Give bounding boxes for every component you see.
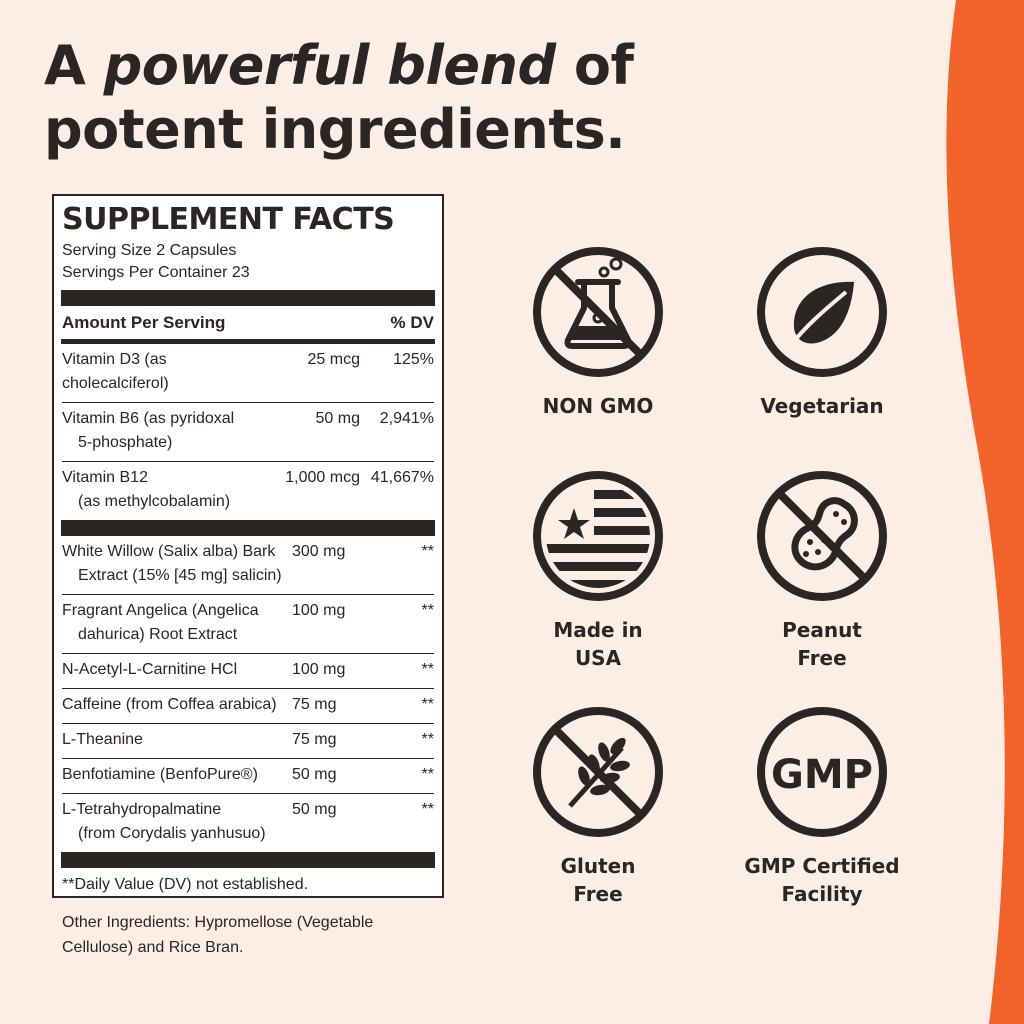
ingredient-amount: 50 mg [292, 801, 337, 818]
leaf-icon [757, 247, 887, 377]
ingredient-name-sub: Extract (15% [45 mg] salicin) [78, 567, 282, 584]
ingredient-name-sub: (from Corydalis yanhusuo) [78, 825, 266, 842]
badge-vegetarian: Vegetarian [722, 246, 922, 420]
facts-row: L-Tetrahydropalmatine (from Corydalis yan… [62, 794, 434, 852]
ingredient-amount: 300 mg [292, 543, 346, 560]
ingredient-name: L-Tetrahydropalmatine (from Corydalis yan… [62, 798, 292, 846]
other-ingredients: Other Ingredients: Hypromellose (Vegetab… [62, 914, 374, 956]
badge-label-line2: Free [797, 646, 847, 670]
badge-label-line2: Facility [781, 882, 863, 906]
ingredient-dv: ** [421, 543, 434, 560]
ingredient-dv: ** [421, 731, 434, 748]
badge-label: Peanut [782, 618, 862, 642]
facts-row: Fragrant Angelica (Angelica dahurica) Roo… [62, 595, 434, 654]
nutrient-dv: 41,667% [370, 469, 434, 486]
ingredient-name-sub: dahurica) Root Extract [78, 626, 238, 643]
dv-footnote: **Daily Value (DV) not established. [62, 876, 309, 893]
badge-made-in-usa: Made in USA [498, 470, 698, 672]
facts-header-row: Amount Per Serving % DV [62, 306, 434, 339]
headline-suffix: of [555, 34, 634, 97]
ingredient-name: White Willow (Salix alba) Bark Extract (1… [62, 540, 292, 588]
ingredient-name-text: L-Tetrahydropalmatine [62, 801, 222, 818]
badge-label: Gluten [560, 854, 636, 878]
section-divider [61, 852, 435, 868]
ingredient-amount: 100 mg [292, 602, 346, 619]
dv-header: % DV [390, 313, 434, 332]
facts-row: Benfotiamine (BenfoPure®) 50 mg ** [62, 759, 434, 794]
headline-line2: potent ingredients. [44, 98, 626, 161]
nutrient-dv: 2,941% [379, 410, 434, 427]
amount-header: Amount Per Serving [62, 313, 226, 332]
nutrient-name-text: Vitamin D3 (as cholecalciferol) [62, 351, 169, 392]
facts-title: SUPPLEMENT FACTS [62, 202, 395, 237]
ingredient-amount: 75 mg [292, 696, 337, 713]
nutrient-name: Vitamin D3 (as cholecalciferol) [62, 348, 250, 396]
header-rule [61, 339, 435, 344]
ingredient-name: L-Theanine [62, 731, 143, 748]
badge-peanut-free: Peanut Free [722, 470, 922, 672]
servings-per-container: Servings Per Container 23 [62, 264, 250, 281]
ingredient-dv: ** [421, 661, 434, 678]
badge-label: NON GMO [542, 394, 654, 418]
orange-wave-decoration [946, 0, 1024, 1024]
nutrient-dv: 125% [393, 351, 434, 368]
ingredient-name: Benfotiamine (BenfoPure®) [62, 766, 258, 783]
facts-row: White Willow (Salix alba) Bark Extract (1… [62, 536, 434, 595]
supplement-facts-panel: SUPPLEMENT FACTS Serving Size 2 Capsules… [52, 194, 444, 898]
nutrient-amount: 1,000 mcg [285, 469, 360, 486]
nutrient-amount: 50 mg [315, 410, 360, 427]
headline-emphasis: powerful blend [103, 34, 557, 97]
nutrient-name: Vitamin B12 (as methylcobalamin) [62, 466, 250, 514]
badge-label: Made in [553, 618, 643, 642]
nutrient-amount: 25 mcg [307, 351, 360, 368]
gmp-icon-text: GMP [771, 752, 873, 798]
ingredient-name: N-Acetyl-L-Carnitine HCl [62, 661, 238, 678]
facts-row: L-Theanine 75 mg ** [62, 724, 434, 759]
badge-label: Vegetarian [760, 394, 884, 418]
badge-gmp-certified: GMP GMP Certified Facility [722, 706, 922, 908]
nutrient-name-sub: 5-phosphate) [78, 434, 173, 451]
headline-prefix: A [44, 34, 104, 97]
facts-row: Vitamin D3 (as cholecalciferol) 25 mcg 1… [62, 344, 434, 403]
facts-row: Vitamin B12 (as methylcobalamin) 1,000 mc… [62, 462, 434, 520]
ingredient-name-text: Fragrant Angelica (Angelica [62, 602, 259, 619]
ingredient-amount: 75 mg [292, 731, 337, 748]
badge-label-line2: Free [573, 882, 623, 906]
flask-crossed-icon [533, 247, 663, 377]
badge-label-line2: USA [574, 646, 622, 670]
facts-row: Vitamin B6 (as pyridoxal 5-phosphate) 50 … [62, 403, 434, 462]
ingredient-name-text: White Willow (Salix alba) Bark [62, 543, 276, 560]
ingredient-name: Caffeine (from Coffea arabica) [62, 696, 277, 713]
wheat-crossed-icon [533, 707, 663, 837]
badge-non-gmo: NON GMO [498, 246, 698, 420]
page-headline: A powerful blend of potent ingredients. [44, 34, 634, 162]
nutrient-name-text: Vitamin B12 [62, 469, 148, 486]
ingredient-dv: ** [421, 766, 434, 783]
ingredient-name: Fragrant Angelica (Angelica dahurica) Roo… [62, 599, 292, 647]
peanut-crossed-icon [757, 471, 887, 601]
ingredient-amount: 50 mg [292, 766, 337, 783]
gmp-icon: GMP [757, 707, 887, 837]
section-divider [61, 290, 435, 306]
facts-row: N-Acetyl-L-Carnitine HCl 100 mg ** [62, 654, 434, 689]
badge-gluten-free: Gluten Free [498, 706, 698, 908]
section-divider [61, 520, 435, 536]
ingredient-amount: 100 mg [292, 661, 346, 678]
badge-label: GMP Certified [744, 854, 900, 878]
nutrient-name-sub: (as methylcobalamin) [78, 493, 231, 510]
usa-flag-icon [533, 471, 663, 601]
nutrient-name: Vitamin B6 (as pyridoxal 5-phosphate) [62, 407, 250, 455]
facts-row: Caffeine (from Coffea arabica) 75 mg ** [62, 689, 434, 724]
ingredient-dv: ** [421, 801, 434, 818]
nutrient-name-text: Vitamin B6 (as pyridoxal [62, 410, 235, 427]
ingredient-dv: ** [421, 696, 434, 713]
serving-size: Serving Size 2 Capsules [62, 242, 237, 259]
ingredient-dv: ** [421, 602, 434, 619]
